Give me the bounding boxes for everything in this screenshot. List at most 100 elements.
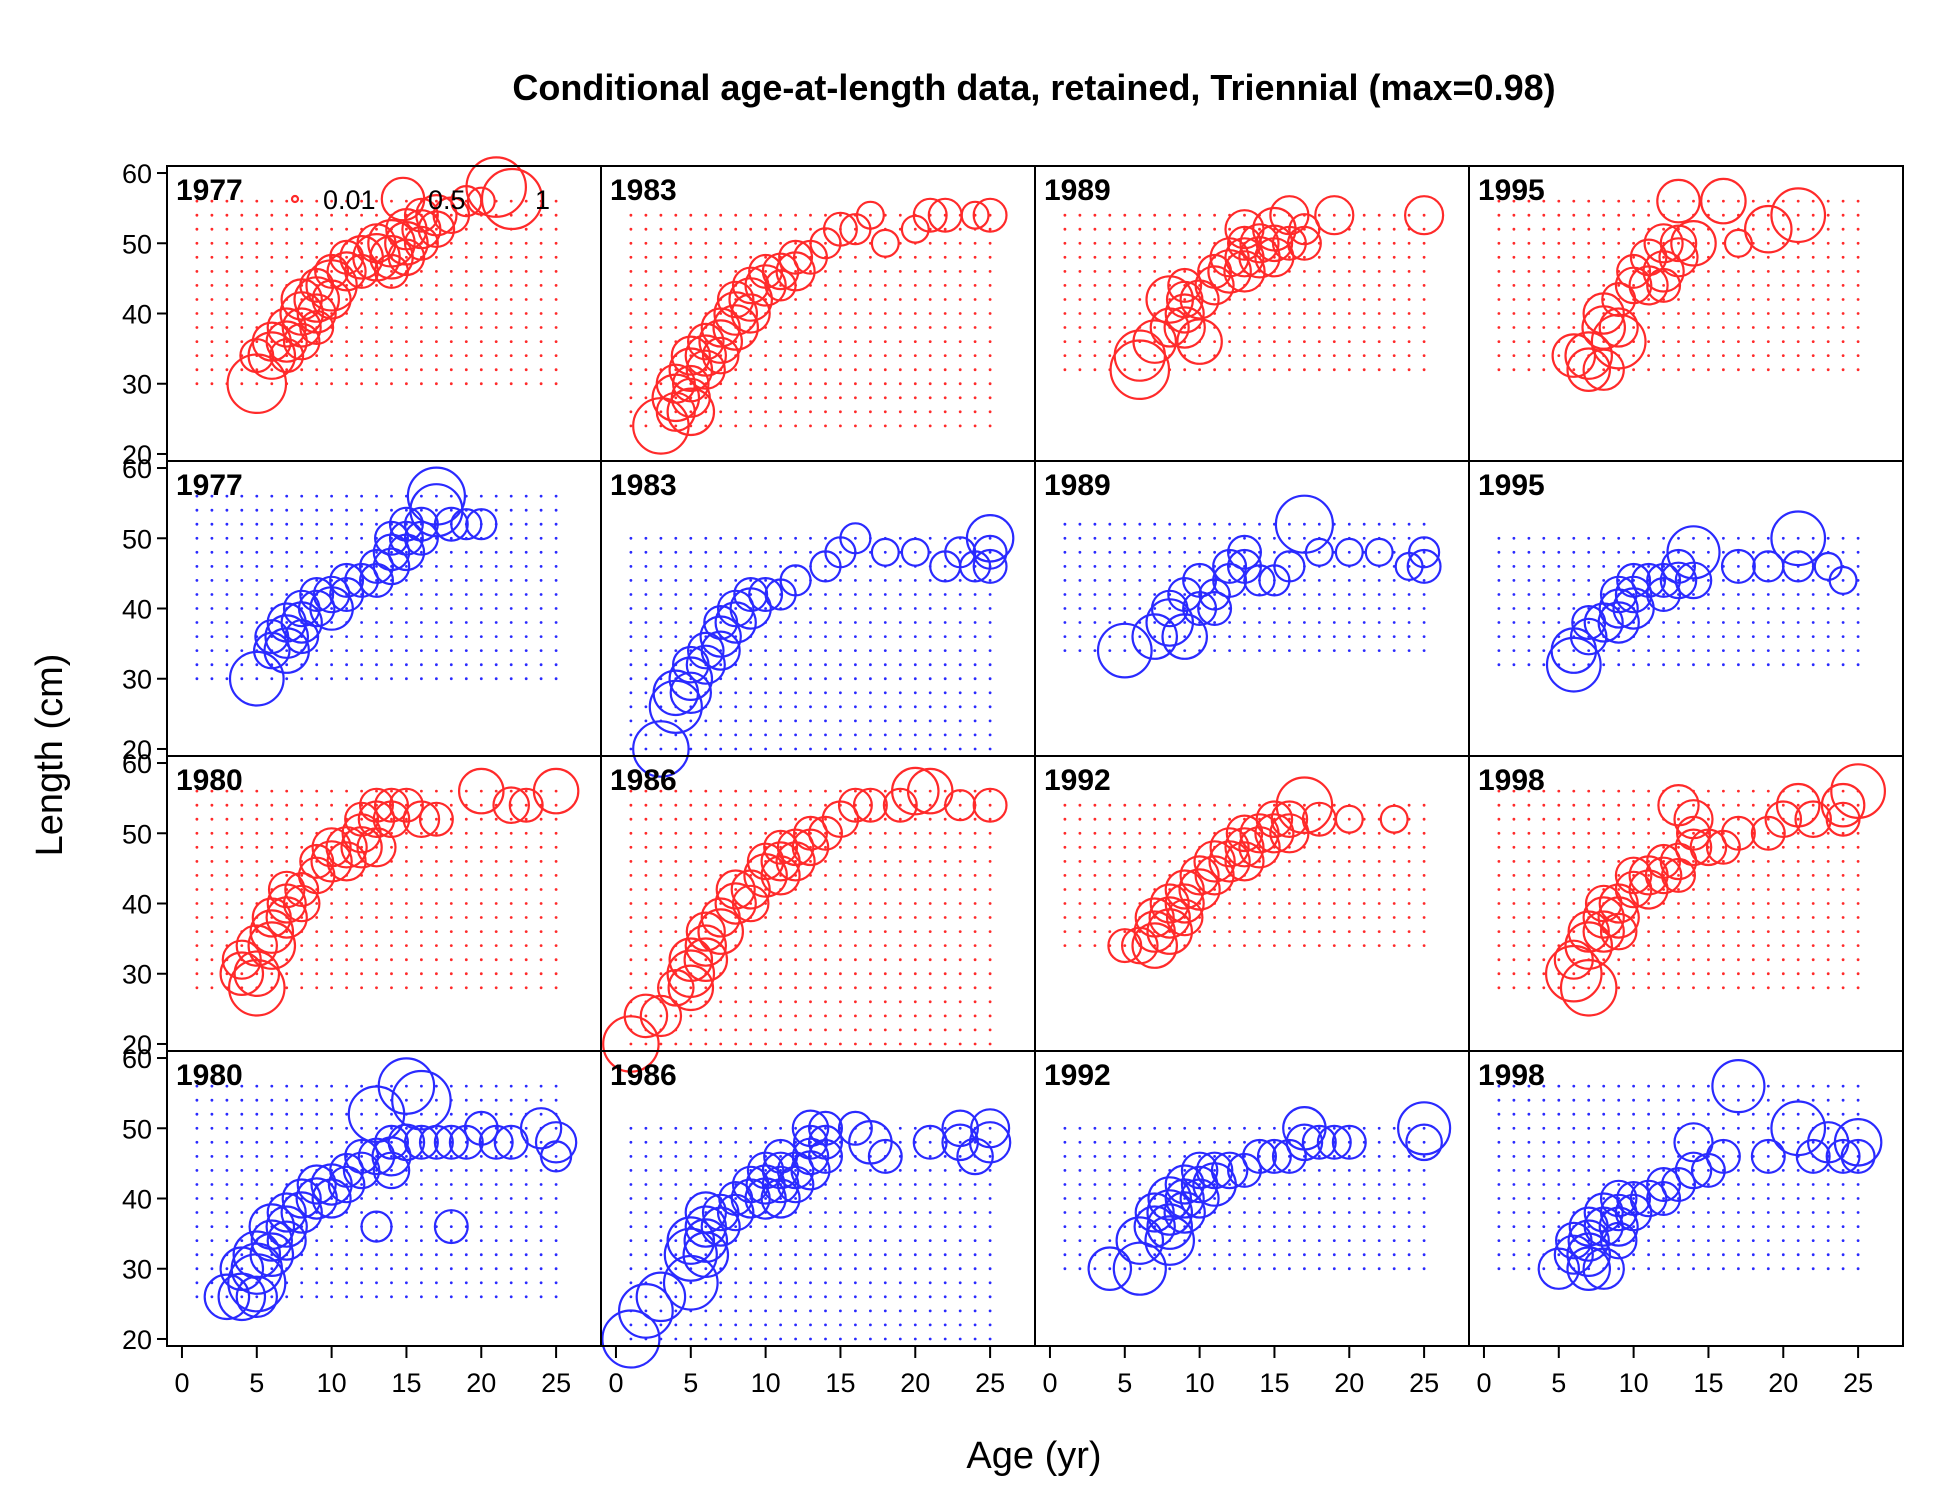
zero-point [1781,270,1785,273]
zero-point [1377,831,1381,835]
zero-point [255,663,259,667]
zero-point [869,593,872,596]
zero-point [1527,607,1531,610]
zero-point [539,227,543,231]
zero-point [1557,227,1561,231]
zero-point [824,593,827,596]
zero-point [405,340,408,343]
zero-point [734,789,738,793]
zero-point [958,621,962,624]
zero-point [509,494,513,498]
zero-point [854,1000,857,1004]
zero-point [1362,860,1366,863]
zero-point [1617,227,1621,231]
zero-point [1243,550,1246,554]
data-point [1304,537,1334,567]
zero-point [1512,326,1516,329]
zero-point [704,536,708,540]
zero-point [1766,902,1770,905]
zero-point [1557,958,1561,962]
zero-point [494,1084,498,1088]
zero-point [973,607,977,610]
zero-point [1377,227,1381,231]
zero-point [1392,649,1396,652]
zero-point [210,860,214,863]
data-point [809,227,842,260]
zero-point [1407,635,1411,638]
zero-point [330,916,333,919]
zero-point [1258,621,1261,624]
zero-point [1692,649,1695,652]
zero-point [330,241,333,245]
zero-point [1497,607,1501,610]
zero-point [1781,579,1785,582]
zero-point [1078,241,1082,245]
data-point [1720,815,1756,851]
zero-point [1138,593,1142,596]
zero-point [479,354,483,357]
zero-point [1183,593,1187,596]
zero-point [554,1197,558,1200]
zero-point [913,747,917,751]
zero-point [1527,902,1531,905]
data-point [1197,590,1233,626]
zero-point [794,607,797,610]
zero-point [644,593,648,596]
zero-point [1557,199,1561,203]
zero-point [1811,930,1815,933]
zero-point [869,930,872,933]
zero-point [943,326,947,329]
zero-point [494,593,498,596]
zero-point [405,972,408,976]
zero-point [270,579,274,582]
zero-point [1751,972,1755,976]
zero-point [1093,888,1097,891]
zero-point [1796,916,1800,919]
zero-point [629,831,633,835]
zero-point [779,691,782,695]
zero-point [1153,579,1157,582]
zero-point [240,270,244,273]
zero-point [300,986,304,990]
zero-point [524,241,528,245]
zero-point [1542,958,1546,962]
zero-point [375,1112,378,1116]
zero-point [794,213,797,217]
data-point [1334,804,1364,834]
zero-point [1332,255,1336,259]
zero-point [973,972,977,976]
data-point [882,787,918,823]
zero-point [1737,270,1740,273]
zero-point [749,719,753,723]
zero-point [913,817,917,821]
zero-point [1497,255,1501,259]
zero-point [360,536,363,540]
zero-point [449,916,453,919]
zero-point [494,972,498,976]
zero-point [1063,888,1067,891]
zero-point [869,845,872,849]
zero-point [1766,635,1770,638]
zero-point [1362,522,1366,526]
zero-point [1063,550,1067,554]
zero-point [898,831,902,835]
zero-point [988,986,992,990]
zero-point [764,270,767,273]
data-point [1646,562,1682,598]
zero-point [554,354,558,357]
data-point [1165,898,1204,937]
zero-point [958,579,962,582]
zero-point [464,1267,468,1271]
data-point [1314,195,1355,236]
zero-point [988,649,992,652]
zero-point [1198,255,1201,259]
zero-point [1617,663,1621,667]
zero-point [674,298,678,301]
zero-point [524,874,528,877]
zero-point [734,803,738,807]
zero-point [988,860,992,863]
zero-point [449,888,453,891]
zero-point [779,719,782,723]
zero-point [883,944,887,947]
